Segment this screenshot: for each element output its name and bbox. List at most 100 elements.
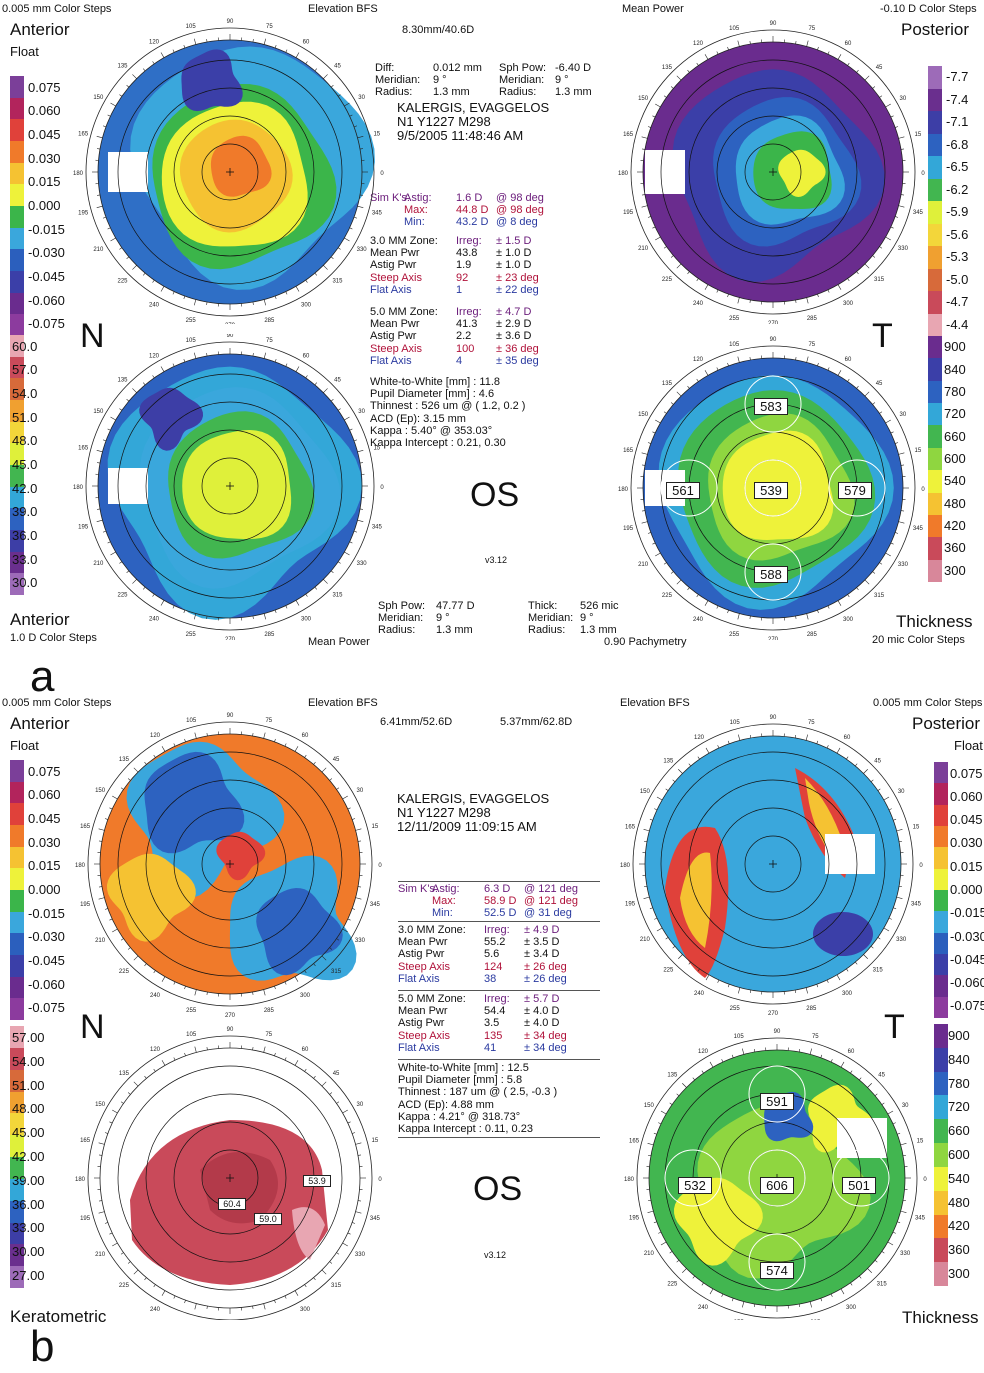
a-label-n: N xyxy=(80,317,105,355)
a1-tick xyxy=(96,194,101,196)
a3-tick xyxy=(676,75,682,81)
b1-tick xyxy=(161,976,166,982)
b2-tick xyxy=(153,1284,156,1288)
b-steps-top-right: 0.005 mm Color Steps xyxy=(873,697,983,709)
b-post-scale-swatch xyxy=(934,975,948,998)
a-power-scale-swatch xyxy=(10,443,24,466)
b2-tick xyxy=(173,1295,176,1299)
a-power-scale-swatch xyxy=(10,335,24,358)
a2-tick xyxy=(126,398,130,402)
b-label-n: N xyxy=(80,1008,105,1046)
a4-tick xyxy=(817,362,819,366)
a2-tick xyxy=(142,382,146,386)
a2-degree-label: 180 xyxy=(73,485,84,491)
a-post-scale-label: -4.7 xyxy=(946,294,969,310)
b-power-scale-swatch xyxy=(10,1178,24,1202)
b-label-elevation-bfs: Elevation BFS xyxy=(308,697,378,709)
a-float-scale-label: -0.030 xyxy=(28,245,65,261)
b3-degree-label: 0 xyxy=(919,863,923,869)
a2-tick xyxy=(183,609,186,613)
b1-tick xyxy=(321,767,327,773)
a3-tick xyxy=(890,115,894,118)
a4-tick xyxy=(676,579,682,585)
a1-tick xyxy=(314,272,318,276)
b4-degree-label: 90 xyxy=(774,1029,781,1035)
a4-degree-label: 150 xyxy=(638,412,649,418)
b-patient-name: KALERGIS, EVAGGELOS xyxy=(397,791,550,806)
b3-tick xyxy=(738,987,741,994)
a2-tick xyxy=(142,586,146,590)
b-post-scale-swatch xyxy=(934,783,948,806)
b4-degree-label: 150 xyxy=(644,1103,655,1109)
b4-tick xyxy=(874,1260,878,1263)
b2-tick xyxy=(161,1290,166,1296)
b2-tick xyxy=(355,1142,362,1145)
b4-tick xyxy=(658,1122,662,1125)
b1-tick xyxy=(98,886,103,888)
a-post-scale-swatch xyxy=(928,156,942,179)
b2-tick xyxy=(304,1068,307,1072)
a2-degree-label: 15 xyxy=(373,446,380,452)
b1-degree-label: 180 xyxy=(75,863,86,869)
b-divider-2 xyxy=(398,921,600,922)
a-simk-row: Min: 43.2 D @ 8 deg xyxy=(404,216,538,229)
a2-degree-label: 330 xyxy=(357,561,368,567)
a-thick-scale-swatch xyxy=(928,559,942,583)
b4-degree-label: 135 xyxy=(667,1072,678,1078)
a1-degree-label: 270 xyxy=(225,323,236,324)
b-simk-row: Min: 52.5 D @ 31 deg xyxy=(432,907,572,920)
b-float-scale-label: 0.045 xyxy=(28,811,61,827)
b2-degree-label: 135 xyxy=(119,1071,130,1077)
b3-degree-label: 255 xyxy=(730,1006,741,1012)
b-thick-scale-label: 900 xyxy=(948,1027,970,1043)
b-float-scale-swatch xyxy=(10,803,24,826)
b4-degree-label: 0 xyxy=(923,1177,927,1183)
b3-zone-ring xyxy=(688,779,858,949)
b1-tick xyxy=(133,955,139,961)
b3-zone-ring xyxy=(744,835,802,893)
a-label-mean-power: Mean Power xyxy=(622,3,684,15)
b-misc-row: Thinnest : 187 um @ ( 2.5, -0.3 ) xyxy=(398,1086,558,1099)
a2-tick xyxy=(357,519,364,523)
b2-tick xyxy=(284,1295,287,1299)
b1-tick xyxy=(321,955,327,961)
a1-degree-label: 165 xyxy=(78,132,89,138)
b1-tick xyxy=(153,970,156,974)
b3-degree-label: 150 xyxy=(640,789,651,795)
a3-zone-ring xyxy=(688,87,858,257)
b3-tick xyxy=(863,769,868,774)
a-thick-scale-label: 720 xyxy=(944,406,966,422)
b-zone3-row: Astig Pwr 5.6 ± 3.4 D xyxy=(398,948,560,961)
b4-degree-label: 45 xyxy=(878,1072,885,1078)
b3-tick xyxy=(672,946,676,949)
a1-degree-label: 330 xyxy=(357,247,368,253)
a-power-scale-swatch xyxy=(10,551,24,574)
b-thick-scale-swatch xyxy=(934,1143,948,1168)
b2-tick xyxy=(357,1154,362,1156)
a-zone5-row: Mean Pwr 41.3 ± 2.9 D xyxy=(370,318,532,331)
b4-degree-label: 15 xyxy=(917,1139,924,1145)
b3-tick xyxy=(893,907,897,910)
a-power-scale-swatch xyxy=(10,486,24,509)
a1-tick xyxy=(285,49,288,53)
b4-degree-label: 120 xyxy=(698,1049,709,1055)
a-thick-scale-swatch xyxy=(928,425,942,449)
b3-tick xyxy=(678,769,683,774)
b1-tick xyxy=(104,818,108,820)
b-float-scale-label: 0.015 xyxy=(28,858,61,874)
b2-degree-label: 195 xyxy=(80,1216,91,1222)
b-pachy-left: 532 xyxy=(678,1177,712,1194)
b-misc-row: Pupil Diameter [mm] : 5.8 xyxy=(398,1074,523,1087)
b-thick-scale-swatch xyxy=(934,1190,948,1216)
b-thick-scale-label: 480 xyxy=(948,1194,970,1210)
b2-tick xyxy=(357,1200,362,1202)
b2-tick xyxy=(194,1046,197,1053)
a-float-scale-label: 0.045 xyxy=(28,127,61,143)
b1-tick xyxy=(206,991,208,996)
b3-degree-label: 30 xyxy=(898,789,905,795)
a4-tick xyxy=(847,378,850,382)
a4-tick xyxy=(885,419,891,424)
a-label-elevation-bfs: Elevation BFS xyxy=(308,3,378,15)
a4-tick xyxy=(827,367,830,371)
b3-tick xyxy=(896,829,903,832)
